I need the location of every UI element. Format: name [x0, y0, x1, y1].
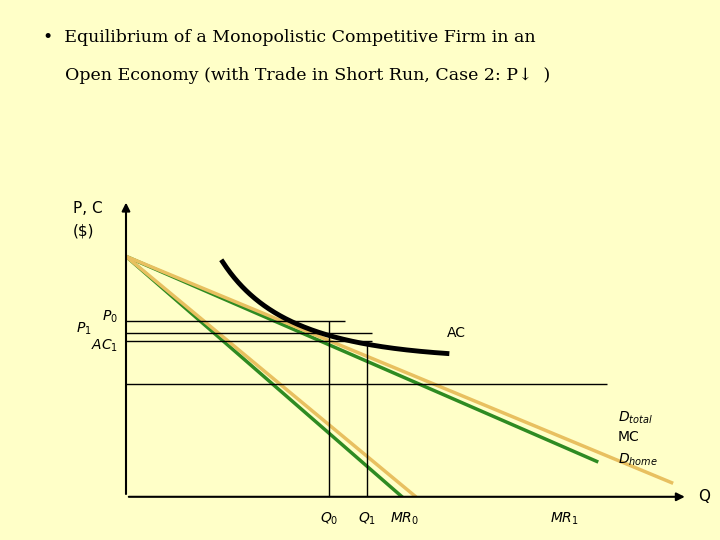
Text: $P_0$: $P_0$ — [102, 309, 118, 326]
Text: P, C: P, C — [73, 201, 102, 216]
Text: ($): ($) — [73, 224, 94, 239]
Text: $AC_1$: $AC_1$ — [91, 338, 118, 354]
Text: $D_{home}$: $D_{home}$ — [618, 452, 658, 468]
Text: $Q_0$: $Q_0$ — [320, 511, 338, 528]
Text: $MR_0$: $MR_0$ — [390, 511, 419, 528]
Text: AC: AC — [447, 326, 466, 340]
Text: Q: Q — [698, 489, 710, 504]
Text: Open Economy (with Trade in Short Run, Case 2: P↓  ): Open Economy (with Trade in Short Run, C… — [43, 67, 551, 84]
Text: $D_{total}$: $D_{total}$ — [618, 409, 653, 426]
Text: •  Equilibrium of a Monopolistic Competitive Firm in an: • Equilibrium of a Monopolistic Competit… — [43, 29, 536, 46]
Text: $P_1$: $P_1$ — [76, 320, 91, 337]
Text: $Q_1$: $Q_1$ — [358, 511, 376, 528]
Text: MC: MC — [618, 430, 640, 444]
Text: $MR_1$: $MR_1$ — [550, 511, 579, 528]
